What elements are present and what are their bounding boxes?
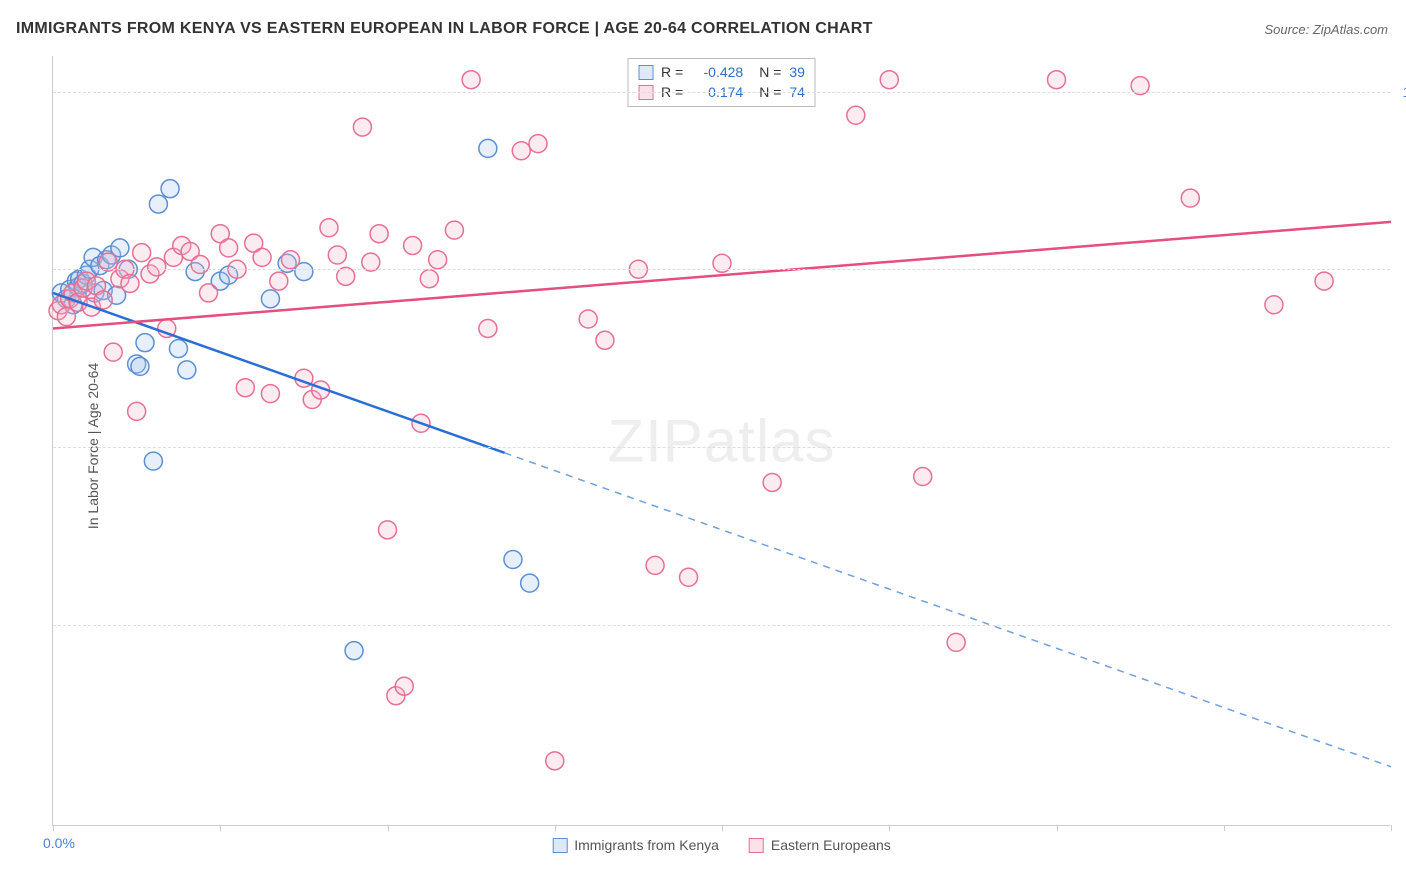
legend-label: Eastern Europeans — [771, 837, 891, 853]
gridline-horizontal — [53, 447, 1390, 448]
x-tick — [388, 825, 389, 831]
scatter-point — [270, 272, 288, 290]
scatter-point — [680, 568, 698, 586]
scatter-point — [149, 195, 167, 213]
x-tick — [722, 825, 723, 831]
scatter-point — [178, 361, 196, 379]
legend-label: Immigrants from Kenya — [574, 837, 719, 853]
x-tick — [1057, 825, 1058, 831]
scatter-point — [370, 225, 388, 243]
chart-title: IMMIGRANTS FROM KENYA VS EASTERN EUROPEA… — [16, 20, 873, 38]
scatter-point — [1048, 71, 1066, 89]
scatter-point — [133, 244, 151, 262]
scatter-point — [104, 343, 122, 361]
scatter-point — [253, 248, 271, 266]
x-tick — [889, 825, 890, 831]
scatter-point — [579, 310, 597, 328]
stats-r-value: -0.428 — [691, 63, 743, 83]
scatter-point — [445, 221, 463, 239]
legend-item: Eastern Europeans — [749, 837, 891, 853]
scatter-point — [353, 118, 371, 136]
scatter-point — [144, 452, 162, 470]
legend-item: Immigrants from Kenya — [552, 837, 719, 853]
scatter-point — [148, 258, 166, 276]
scatter-point — [880, 71, 898, 89]
chart-legend: Immigrants from Kenya Eastern Europeans — [552, 837, 891, 853]
scatter-point — [191, 255, 209, 273]
trend-line-extrapolated — [505, 453, 1391, 767]
legend-swatch — [749, 838, 764, 853]
x-axis-min-label: 0.0% — [43, 835, 75, 851]
x-tick — [1391, 825, 1392, 831]
stats-row: R = -0.428 N = 39 — [638, 63, 805, 83]
scatter-point — [169, 340, 187, 358]
scatter-point — [128, 402, 146, 420]
scatter-point — [646, 556, 664, 574]
scatter-point — [479, 139, 497, 157]
scatter-point — [94, 291, 112, 309]
scatter-point — [521, 574, 539, 592]
stats-n-label: N = — [759, 63, 781, 83]
x-tick — [220, 825, 221, 831]
scatter-point — [914, 468, 932, 486]
scatter-point — [420, 270, 438, 288]
scatter-point — [200, 284, 218, 302]
scatter-point — [220, 239, 238, 257]
scatter-point — [462, 71, 480, 89]
scatter-point — [345, 642, 363, 660]
scatter-point — [546, 752, 564, 770]
scatter-point — [121, 274, 139, 292]
gridline-horizontal — [53, 269, 1390, 270]
scatter-point — [320, 219, 338, 237]
gridline-horizontal — [53, 92, 1390, 93]
x-tick — [555, 825, 556, 831]
correlation-stats-box: R =-0.428N =39R =0.174N =74 — [627, 58, 816, 107]
scatter-point — [236, 379, 254, 397]
scatter-point — [131, 357, 149, 375]
scatter-point — [261, 290, 279, 308]
scatter-point — [596, 331, 614, 349]
scatter-point — [763, 473, 781, 491]
scatter-point — [529, 135, 547, 153]
x-tick — [1224, 825, 1225, 831]
scatter-point — [947, 633, 965, 651]
scatter-plot-svg — [53, 56, 1390, 825]
scatter-point — [512, 142, 530, 160]
scatter-point — [261, 385, 279, 403]
legend-swatch — [552, 838, 567, 853]
stats-n-value: 39 — [789, 63, 805, 83]
gridline-horizontal — [53, 625, 1390, 626]
scatter-point — [136, 334, 154, 352]
stats-swatch — [638, 65, 653, 80]
scatter-point — [281, 251, 299, 269]
source-attribution: Source: ZipAtlas.com — [1264, 22, 1388, 37]
chart-plot-area: ZIPatlas R =-0.428N =39R =0.174N =74 0.0… — [52, 56, 1390, 826]
scatter-point — [379, 521, 397, 539]
scatter-point — [404, 237, 422, 255]
scatter-point — [504, 550, 522, 568]
scatter-point — [395, 677, 413, 695]
trend-line — [53, 293, 505, 453]
stats-r-label: R = — [661, 63, 683, 83]
scatter-point — [328, 246, 346, 264]
scatter-point — [429, 251, 447, 269]
scatter-point — [1181, 189, 1199, 207]
scatter-point — [479, 319, 497, 337]
y-tick-label: 100.0% — [1403, 84, 1406, 100]
scatter-point — [1265, 296, 1283, 314]
scatter-point — [1315, 272, 1333, 290]
x-tick — [53, 825, 54, 831]
scatter-point — [161, 180, 179, 198]
scatter-point — [847, 106, 865, 124]
